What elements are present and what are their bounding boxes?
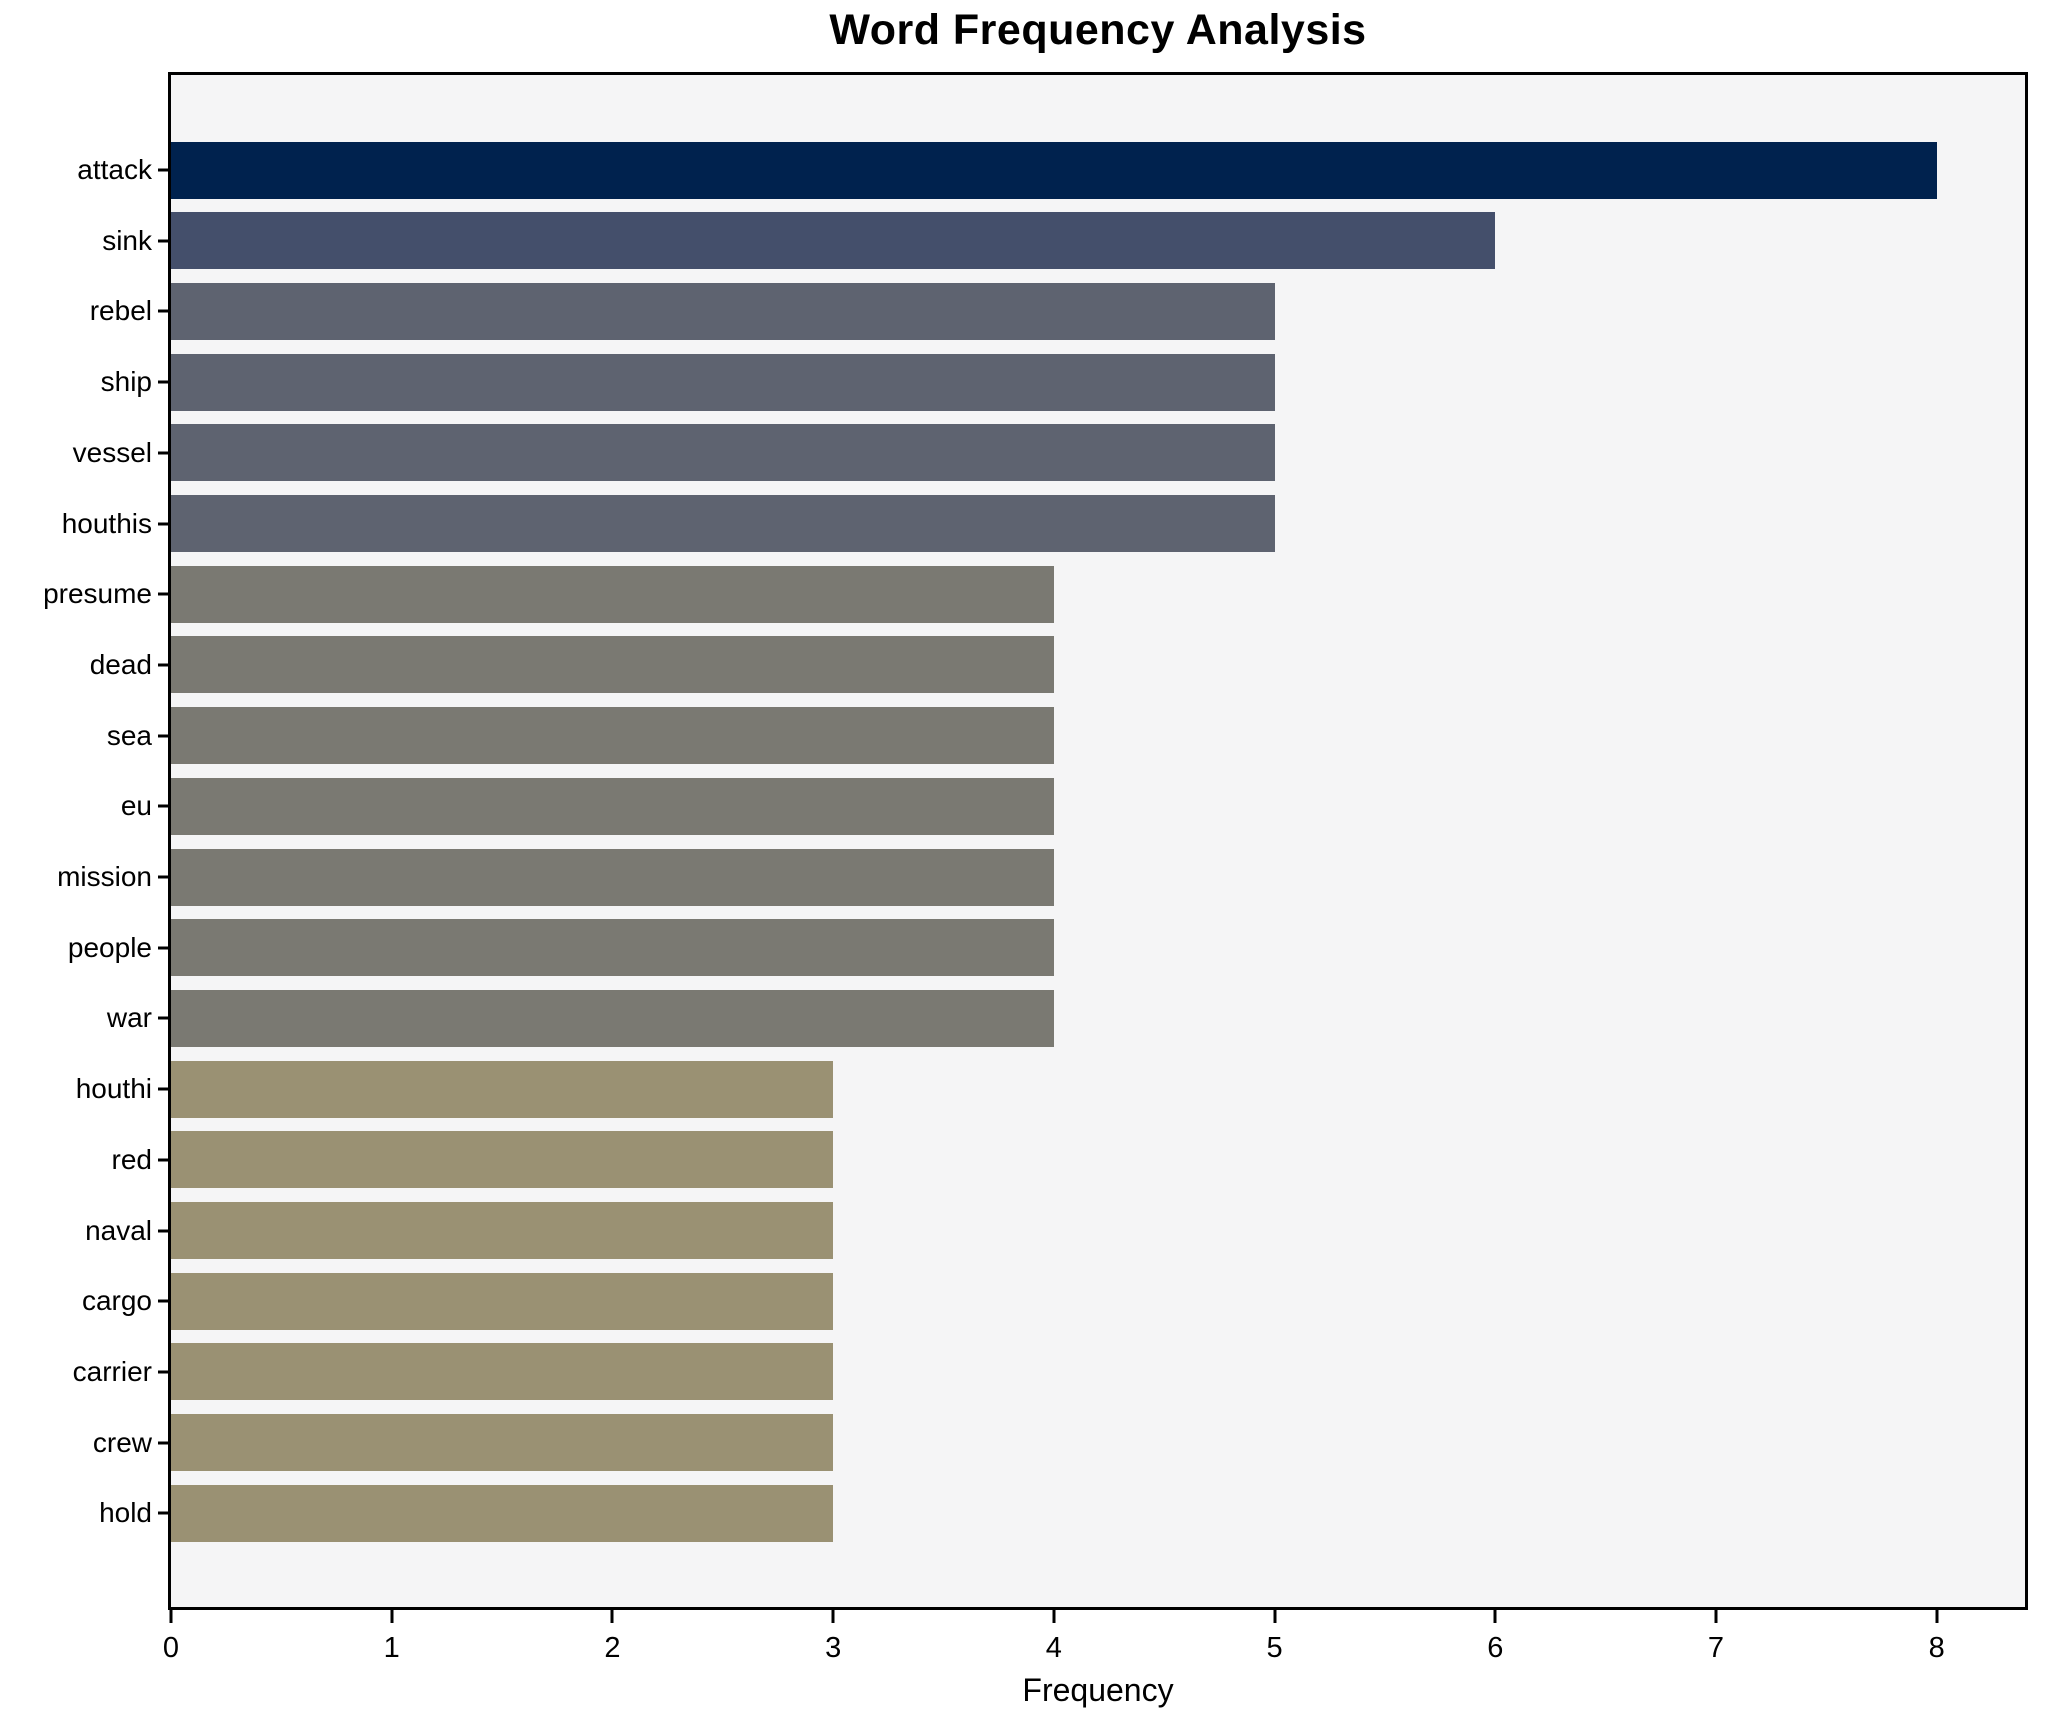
y-tick-label: crew [92,1426,152,1458]
y-tick-mark [158,239,168,243]
y-tick-mark [158,309,168,313]
y-tick-mark [158,875,168,879]
y-tick-mark [158,1511,168,1515]
y-tick-mark [158,734,168,738]
bar-red [171,1131,834,1189]
x-tick-label: 4 [1045,1632,1062,1664]
y-tick-mark [158,1016,168,1020]
x-tick-mark [1273,1610,1277,1623]
bar-houthis [171,495,1275,552]
bar-attack [171,141,1937,199]
x-tick-label: 0 [162,1632,180,1664]
x-tick-mark [1935,1610,1939,1623]
x-tick-mark [1052,1610,1056,1623]
bar-dead [171,636,1054,694]
x-tick-mark [1493,1610,1497,1623]
bar-houthi [171,1060,834,1118]
bar-hold [171,1484,834,1542]
bar-sink [171,212,1496,270]
y-tick-mark [158,451,168,455]
bar-carrier [171,1343,834,1401]
y-tick-label: ship [100,366,152,398]
y-tick-label: naval [85,1214,152,1246]
y-tick-label: vessel [72,436,152,468]
y-tick-mark [158,1158,168,1162]
y-tick-mark [158,946,168,950]
x-tick-label: 1 [383,1632,400,1664]
bar-sea [171,707,1054,765]
x-tick-mark [390,1610,394,1623]
bar-vessel [171,424,1275,482]
bar-presume [171,565,1054,623]
y-tick-label: presume [43,578,152,610]
chart-title: Word Frequency Analysis [829,6,1367,54]
bar-people [171,919,1054,977]
y-tick-label: hold [99,1497,152,1529]
x-tick-label: 7 [1707,1632,1725,1664]
x-axis-label: Frequency [1022,1672,1174,1708]
y-tick-label: dead [89,648,152,680]
x-tick-mark [610,1610,614,1623]
y-tick-label: sink [102,224,152,256]
y-tick-label: people [67,931,152,963]
y-tick-mark [158,522,168,525]
y-tick-mark [158,663,168,667]
x-tick-label: 8 [1928,1632,1945,1664]
x-tick-mark [1714,1610,1718,1623]
bar-rebel [171,282,1275,340]
bar-war [171,989,1054,1047]
y-tick-mark [158,1229,168,1232]
y-tick-label: sea [106,719,152,751]
y-tick-label: attack [77,154,152,185]
bar-eu [171,777,1054,835]
x-tick-label: 6 [1487,1632,1504,1664]
y-tick-mark [158,168,168,172]
bar-cargo [171,1272,834,1330]
y-tick-label: cargo [81,1285,152,1317]
y-tick-label: red [111,1143,152,1175]
y-tick-mark [158,380,168,384]
y-tick-mark [158,1441,168,1445]
y-tick-label: houthi [75,1073,152,1105]
y-tick-mark [158,592,168,596]
bar-ship [171,353,1275,411]
y-tick-mark [158,1370,168,1374]
y-tick-mark [158,1299,168,1303]
bar-naval [171,1202,834,1259]
y-tick-label: mission [57,861,152,892]
y-tick-mark [158,804,168,808]
x-tick-mark [169,1610,173,1623]
y-tick-label: war [106,1002,152,1034]
x-tick-label: 3 [825,1632,842,1664]
y-tick-label: eu [120,790,152,822]
bar-crew [171,1414,834,1472]
y-tick-label: rebel [89,295,152,327]
bar-mission [171,848,1054,906]
y-tick-label: carrier [72,1355,152,1387]
x-tick-mark [831,1610,835,1623]
x-tick-label: 2 [604,1632,621,1664]
y-tick-label: houthis [61,507,152,539]
plot-area [168,72,2028,1610]
y-tick-mark [158,1087,168,1091]
x-tick-label: 5 [1266,1632,1283,1664]
